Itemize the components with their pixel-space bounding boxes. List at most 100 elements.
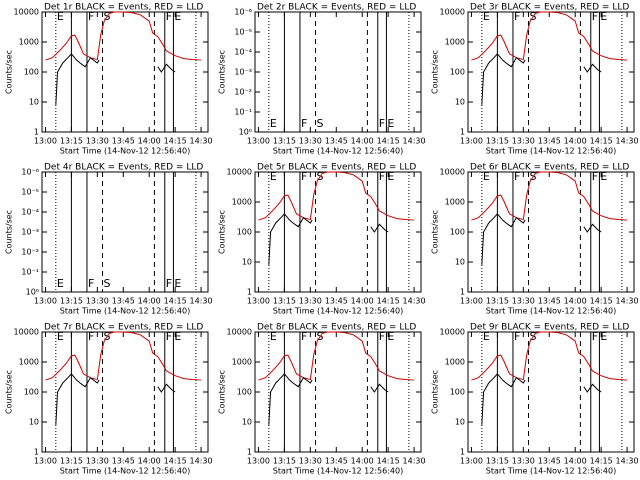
y-tick-label: 10⁻¹ — [234, 108, 252, 117]
y-tick-label: 10⁻⁴ — [234, 48, 252, 57]
x-tick-label: 14:30 — [190, 137, 213, 146]
x-tick-label: 13:15 — [486, 297, 509, 306]
y-tick-label: 10000 — [14, 328, 39, 337]
y-tick-label: 10⁻⁴ — [21, 208, 39, 217]
series-line — [258, 331, 415, 381]
x-tick-label: 14:15 — [590, 137, 613, 146]
y-tick-label: 10⁻⁵ — [21, 188, 39, 197]
x-tick-label: 14:30 — [190, 457, 213, 466]
y-tick-label: 10 — [242, 418, 252, 427]
y-tick-label: 10⁻³ — [234, 68, 252, 77]
y-tick-label: 1000 — [232, 198, 252, 207]
x-tick-label: 14:00 — [138, 137, 161, 146]
event-label: E — [270, 170, 277, 183]
y-axis-label: Counts/sec — [218, 50, 227, 94]
panel-title: Det 4r BLACK = Events, RED = LLD — [44, 163, 203, 173]
y-tick-label: 100 — [24, 388, 39, 397]
x-axis-label: Start Time (14-Nov-12 12:56:40) — [273, 307, 403, 316]
x-tick-label: 13:00 — [460, 457, 483, 466]
y-axis-label: Counts/sec — [218, 370, 227, 414]
y-tick-label: 1000 — [445, 198, 465, 207]
event-label: F — [88, 330, 94, 343]
panel-title: Det 1r BLACK = Events, RED = LLD — [44, 3, 203, 13]
series-line — [481, 213, 526, 265]
event-label: F — [514, 330, 520, 343]
event-label: F — [592, 10, 598, 23]
series-line — [583, 383, 602, 393]
y-tick-label: 1 — [34, 448, 39, 457]
x-tick-label: 13:30 — [86, 137, 109, 146]
y-tick-label: 1000 — [19, 358, 39, 367]
series-line — [481, 373, 526, 425]
event-label: F — [166, 277, 172, 290]
y-tick-label: 1 — [460, 288, 465, 297]
x-axis-label: Start Time (14-Nov-12 12:56:40) — [273, 467, 403, 476]
y-axis-label: Counts/sec — [5, 50, 14, 94]
series-line — [157, 63, 176, 73]
event-label: E — [387, 170, 394, 183]
y-tick-label: 1000 — [232, 358, 252, 367]
y-tick-label: 1 — [34, 128, 39, 137]
event-label: E — [387, 117, 394, 130]
event-label: F — [301, 170, 307, 183]
series-line — [55, 53, 100, 105]
y-tick-label: 10 — [242, 258, 252, 267]
y-axis-label: Counts/sec — [5, 210, 14, 254]
x-axis-label: Start Time (14-Nov-12 12:56:40) — [60, 147, 190, 156]
event-label: F — [166, 330, 172, 343]
series-line — [370, 383, 389, 393]
y-tick-label: 1000 — [445, 38, 465, 47]
x-tick-label: 14:15 — [377, 297, 400, 306]
x-tick-label: 13:30 — [86, 457, 109, 466]
x-tick-label: 13:45 — [538, 457, 561, 466]
x-tick-label: 13:00 — [247, 137, 270, 146]
series-line — [471, 171, 628, 221]
y-tick-label: 10000 — [227, 168, 252, 177]
x-tick-label: 14:15 — [164, 297, 187, 306]
x-tick-label: 13:15 — [486, 457, 509, 466]
event-label: F — [88, 277, 94, 290]
x-tick-label: 13:15 — [60, 297, 83, 306]
x-tick-label: 14:15 — [590, 457, 613, 466]
series-line — [583, 63, 602, 73]
y-axis-label: Counts/sec — [218, 210, 227, 254]
y-tick-label: 10⁻² — [21, 248, 39, 257]
y-tick-label: 1 — [247, 448, 252, 457]
x-tick-label: 13:30 — [512, 137, 535, 146]
y-tick-label: 1000 — [19, 38, 39, 47]
x-tick-label: 13:45 — [112, 297, 135, 306]
x-tick-label: 13:30 — [299, 137, 322, 146]
event-label: F — [514, 170, 520, 183]
x-tick-label: 13:45 — [538, 297, 561, 306]
series-line — [258, 171, 415, 221]
event-label: S — [317, 117, 324, 130]
y-tick-label: 10000 — [14, 8, 39, 17]
y-tick-label: 100 — [450, 228, 465, 237]
event-label: F — [301, 117, 307, 130]
x-tick-label: 13:00 — [34, 297, 57, 306]
x-tick-label: 13:30 — [299, 457, 322, 466]
y-tick-label: 10 — [455, 258, 465, 267]
event-label: E — [600, 330, 607, 343]
panel-title: Det 2r BLACK = Events, RED = LLD — [257, 3, 416, 13]
y-tick-label: 100 — [237, 388, 252, 397]
event-label: F — [592, 330, 598, 343]
x-axis-label: Start Time (14-Nov-12 12:56:40) — [486, 307, 616, 316]
x-tick-label: 13:15 — [486, 137, 509, 146]
y-tick-label: 10 — [29, 418, 39, 427]
x-tick-label: 13:15 — [60, 457, 83, 466]
series-line — [157, 383, 176, 393]
event-label: F — [166, 10, 172, 23]
x-tick-label: 13:00 — [460, 137, 483, 146]
x-tick-label: 14:30 — [616, 137, 639, 146]
event-label: E — [483, 170, 490, 183]
y-axis-label: Counts/sec — [431, 50, 440, 94]
x-tick-label: 13:45 — [325, 137, 348, 146]
y-tick-label: 10⁰ — [239, 128, 252, 137]
x-tick-label: 14:15 — [164, 457, 187, 466]
x-tick-label: 13:00 — [247, 457, 270, 466]
panel-title: Det 7r BLACK = Events, RED = LLD — [44, 323, 203, 333]
y-tick-label: 10000 — [440, 328, 465, 337]
